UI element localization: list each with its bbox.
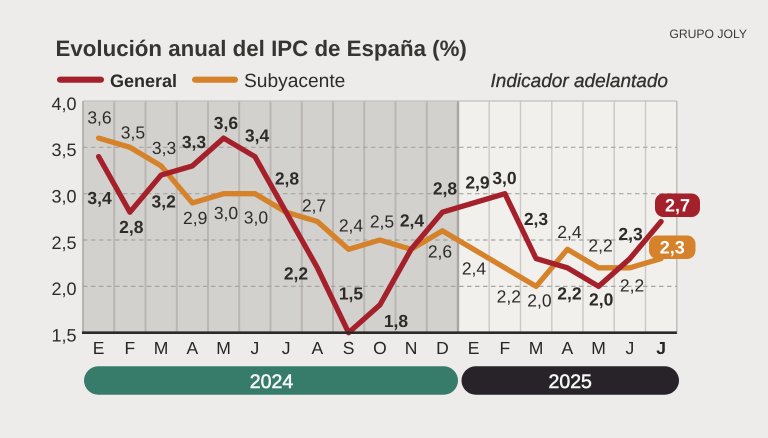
svg-text:2,0: 2,0: [51, 279, 76, 299]
svg-text:2,4: 2,4: [462, 258, 487, 278]
svg-text:1,8: 1,8: [384, 311, 409, 331]
svg-text:A: A: [312, 338, 324, 358]
svg-text:J: J: [251, 338, 260, 358]
svg-text:F: F: [125, 338, 136, 358]
svg-text:2,3: 2,3: [660, 237, 685, 257]
svg-text:2,4: 2,4: [557, 222, 582, 242]
svg-text:3,5: 3,5: [121, 122, 145, 142]
svg-text:GRUPO JOLY: GRUPO JOLY: [669, 27, 747, 41]
svg-text:2,9: 2,9: [465, 172, 490, 192]
svg-text:2,3: 2,3: [524, 209, 549, 229]
svg-text:3,4: 3,4: [245, 126, 270, 146]
svg-text:2,9: 2,9: [183, 208, 207, 228]
svg-text:3,0: 3,0: [244, 208, 269, 228]
svg-text:2,8: 2,8: [275, 168, 300, 188]
svg-text:2,8: 2,8: [119, 217, 144, 237]
svg-text:2,2: 2,2: [557, 284, 582, 304]
svg-text:2,2: 2,2: [284, 263, 309, 283]
svg-text:2,7: 2,7: [302, 195, 326, 215]
svg-text:S: S: [343, 338, 355, 358]
svg-text:M: M: [591, 338, 606, 358]
svg-text:4,0: 4,0: [51, 94, 76, 114]
svg-text:2,8: 2,8: [433, 178, 458, 198]
svg-text:2,3: 2,3: [618, 224, 643, 244]
svg-text:M: M: [529, 338, 544, 358]
svg-text:3,0: 3,0: [51, 187, 76, 207]
svg-text:2,0: 2,0: [589, 290, 614, 310]
svg-text:3,0: 3,0: [492, 168, 517, 188]
svg-text:N: N: [405, 338, 418, 358]
svg-text:Evolución anual del IPC de Esp: Evolución anual del IPC de España (%): [56, 36, 467, 61]
svg-text:3,6: 3,6: [87, 108, 111, 128]
svg-text:O: O: [373, 338, 387, 358]
svg-text:Subyacente: Subyacente: [244, 71, 345, 92]
svg-text:Indicador adelantado: Indicador adelantado: [491, 71, 668, 92]
svg-text:E: E: [468, 338, 480, 358]
svg-text:3,3: 3,3: [182, 132, 207, 152]
svg-text:F: F: [500, 338, 511, 358]
svg-text:2,7: 2,7: [665, 195, 690, 215]
svg-text:2,2: 2,2: [620, 275, 644, 295]
svg-text:2,5: 2,5: [370, 211, 394, 231]
svg-text:General: General: [110, 71, 177, 91]
svg-text:2,5: 2,5: [51, 233, 76, 253]
svg-text:2,2: 2,2: [588, 236, 612, 256]
svg-text:2,0: 2,0: [527, 291, 552, 311]
svg-text:3,4: 3,4: [87, 188, 112, 208]
svg-text:3,5: 3,5: [51, 140, 76, 160]
svg-text:3,6: 3,6: [214, 113, 239, 133]
svg-text:2,4: 2,4: [400, 210, 425, 230]
svg-text:M: M: [216, 338, 231, 358]
svg-text:3,3: 3,3: [152, 138, 176, 158]
svg-text:2,6: 2,6: [428, 241, 452, 261]
svg-text:2024: 2024: [250, 371, 294, 393]
svg-text:J: J: [626, 338, 635, 358]
svg-text:1,5: 1,5: [339, 283, 364, 303]
svg-text:A: A: [187, 338, 199, 358]
svg-text:2,2: 2,2: [497, 287, 521, 307]
svg-text:1,5: 1,5: [51, 326, 76, 346]
svg-text:J: J: [656, 338, 666, 358]
svg-text:D: D: [436, 338, 449, 358]
svg-text:A: A: [562, 338, 574, 358]
svg-text:M: M: [154, 338, 169, 358]
svg-text:3,0: 3,0: [214, 203, 239, 223]
svg-text:3,2: 3,2: [152, 192, 177, 212]
svg-text:J: J: [282, 338, 291, 358]
svg-text:2,4: 2,4: [339, 215, 364, 235]
svg-text:E: E: [93, 338, 105, 358]
svg-text:2025: 2025: [549, 371, 593, 393]
